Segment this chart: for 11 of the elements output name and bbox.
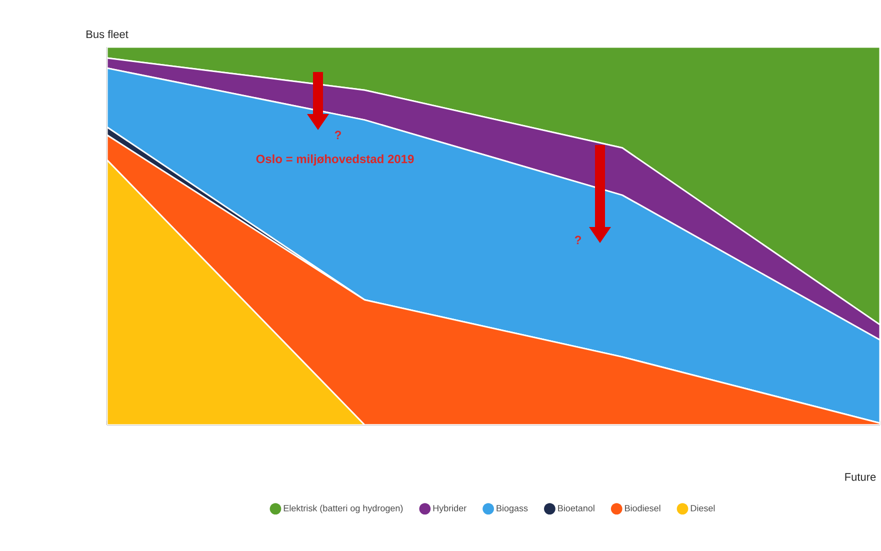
legend-label: Diesel <box>690 504 715 512</box>
legend-label: Biogass <box>496 504 528 514</box>
annotation: Oslo = miljøhovedstad 2019 <box>256 154 414 166</box>
annotation: ? <box>574 236 581 244</box>
legend-label: Bioetanol <box>558 504 594 512</box>
legend-label: Elektrisk (batteri og hydrogen) <box>284 504 403 514</box>
legend-label: Biodiesel <box>625 504 660 512</box>
legend-label: Hybrider <box>433 504 466 514</box>
y-axis-title: Bus fleet <box>86 30 128 38</box>
annotation: ? <box>334 130 341 140</box>
x-axis-title: Future <box>845 473 876 481</box>
